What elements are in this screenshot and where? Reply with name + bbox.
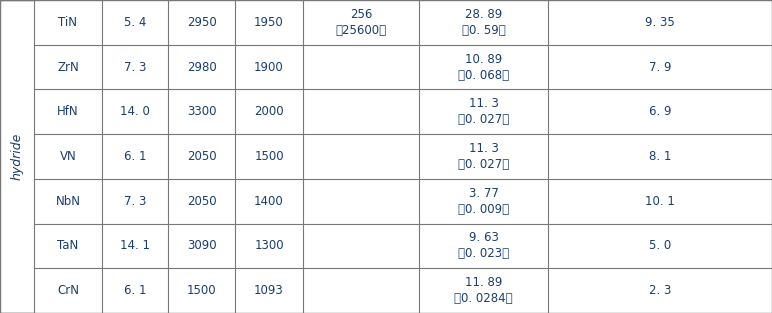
Text: 5. 4: 5. 4 <box>124 16 146 29</box>
Text: 14. 0: 14. 0 <box>120 105 150 118</box>
Text: 1500: 1500 <box>187 284 217 297</box>
Text: 256
（25600）: 256 （25600） <box>335 8 387 37</box>
Text: 11. 3
（0. 027）: 11. 3 （0. 027） <box>458 142 510 171</box>
Text: 6. 1: 6. 1 <box>124 284 147 297</box>
Text: 8. 1: 8. 1 <box>649 150 671 163</box>
Text: VN: VN <box>59 150 76 163</box>
Text: NbN: NbN <box>56 195 80 208</box>
Text: 2. 3: 2. 3 <box>649 284 671 297</box>
Text: 5. 0: 5. 0 <box>649 239 671 252</box>
Text: 7. 9: 7. 9 <box>648 61 672 74</box>
Text: CrN: CrN <box>57 284 79 297</box>
Text: 3090: 3090 <box>187 239 217 252</box>
Text: 9. 63
（0. 023）: 9. 63 （0. 023） <box>458 231 510 260</box>
Text: 1900: 1900 <box>254 61 284 74</box>
Text: 14. 1: 14. 1 <box>120 239 150 252</box>
Text: TaN: TaN <box>57 239 79 252</box>
Text: 2950: 2950 <box>187 16 217 29</box>
Text: 3. 77
（0. 009）: 3. 77 （0. 009） <box>458 187 510 216</box>
Text: 7. 3: 7. 3 <box>124 61 146 74</box>
Text: 11. 89
（0. 0284）: 11. 89 （0. 0284） <box>455 276 513 305</box>
Text: 2980: 2980 <box>187 61 217 74</box>
Text: 9. 35: 9. 35 <box>645 16 675 29</box>
Text: 7. 3: 7. 3 <box>124 195 146 208</box>
Text: 10. 1: 10. 1 <box>645 195 675 208</box>
Text: 2050: 2050 <box>187 150 217 163</box>
Text: 11. 3
（0. 027）: 11. 3 （0. 027） <box>458 97 510 126</box>
Text: 1093: 1093 <box>254 284 284 297</box>
Text: 10. 89
（0. 068）: 10. 89 （0. 068） <box>458 53 510 82</box>
Text: 2050: 2050 <box>187 195 217 208</box>
Text: hydride: hydride <box>11 133 23 180</box>
Text: 6. 1: 6. 1 <box>124 150 147 163</box>
Text: ZrN: ZrN <box>57 61 79 74</box>
Text: 1400: 1400 <box>254 195 284 208</box>
Text: TiN: TiN <box>59 16 77 29</box>
Text: 1950: 1950 <box>254 16 284 29</box>
Text: 1500: 1500 <box>254 150 284 163</box>
Text: 1300: 1300 <box>254 239 284 252</box>
Text: HfN: HfN <box>57 105 79 118</box>
Text: 6. 9: 6. 9 <box>648 105 672 118</box>
Text: 3300: 3300 <box>187 105 217 118</box>
Text: 2000: 2000 <box>254 105 284 118</box>
Text: 28. 89
（0. 59）: 28. 89 （0. 59） <box>462 8 506 37</box>
